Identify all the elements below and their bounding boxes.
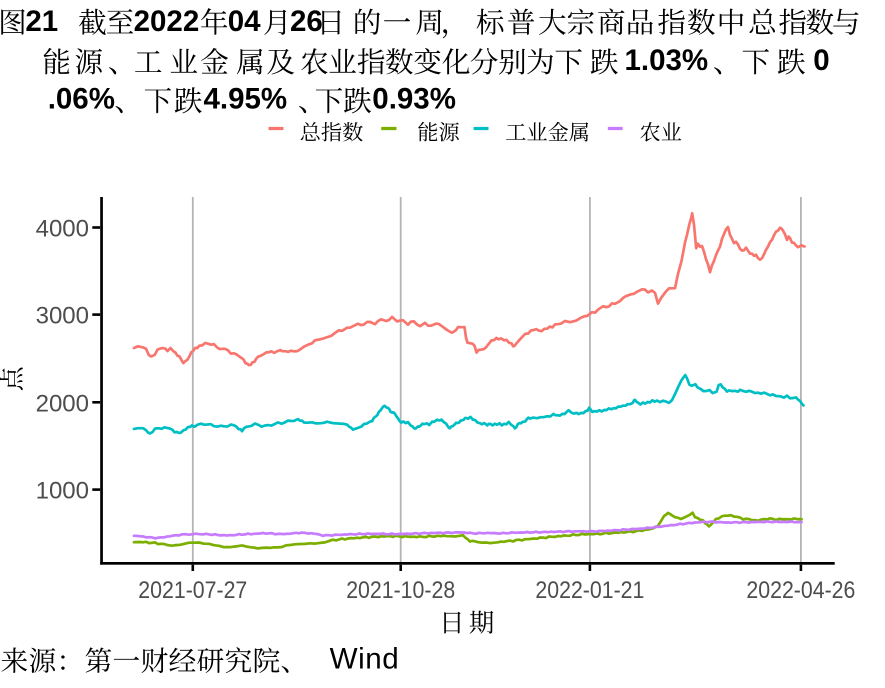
svg-text:4.95%: 4.95%: [204, 83, 288, 116]
svg-text:21: 21: [25, 5, 58, 38]
svg-text:2021-07-27: 2021-07-27: [138, 578, 247, 604]
svg-text:2000: 2000: [36, 390, 89, 417]
svg-text:0: 0: [813, 44, 829, 77]
svg-text:2021-10-28: 2021-10-28: [346, 578, 455, 604]
svg-text:Wind: Wind: [330, 643, 400, 676]
svg-text:.06%: .06%: [48, 83, 115, 116]
svg-text:1000: 1000: [36, 478, 89, 505]
svg-text:1.03%: 1.03%: [625, 44, 709, 77]
svg-text:26: 26: [290, 5, 323, 38]
svg-text:4000: 4000: [36, 216, 89, 243]
svg-text:0.93%: 0.93%: [372, 83, 456, 116]
svg-text:2022-04-26: 2022-04-26: [746, 578, 855, 604]
svg-text:2022-01-21: 2022-01-21: [535, 578, 644, 604]
svg-text:3000: 3000: [36, 303, 89, 330]
svg-text:2022: 2022: [134, 5, 200, 38]
svg-text:04: 04: [228, 5, 261, 38]
